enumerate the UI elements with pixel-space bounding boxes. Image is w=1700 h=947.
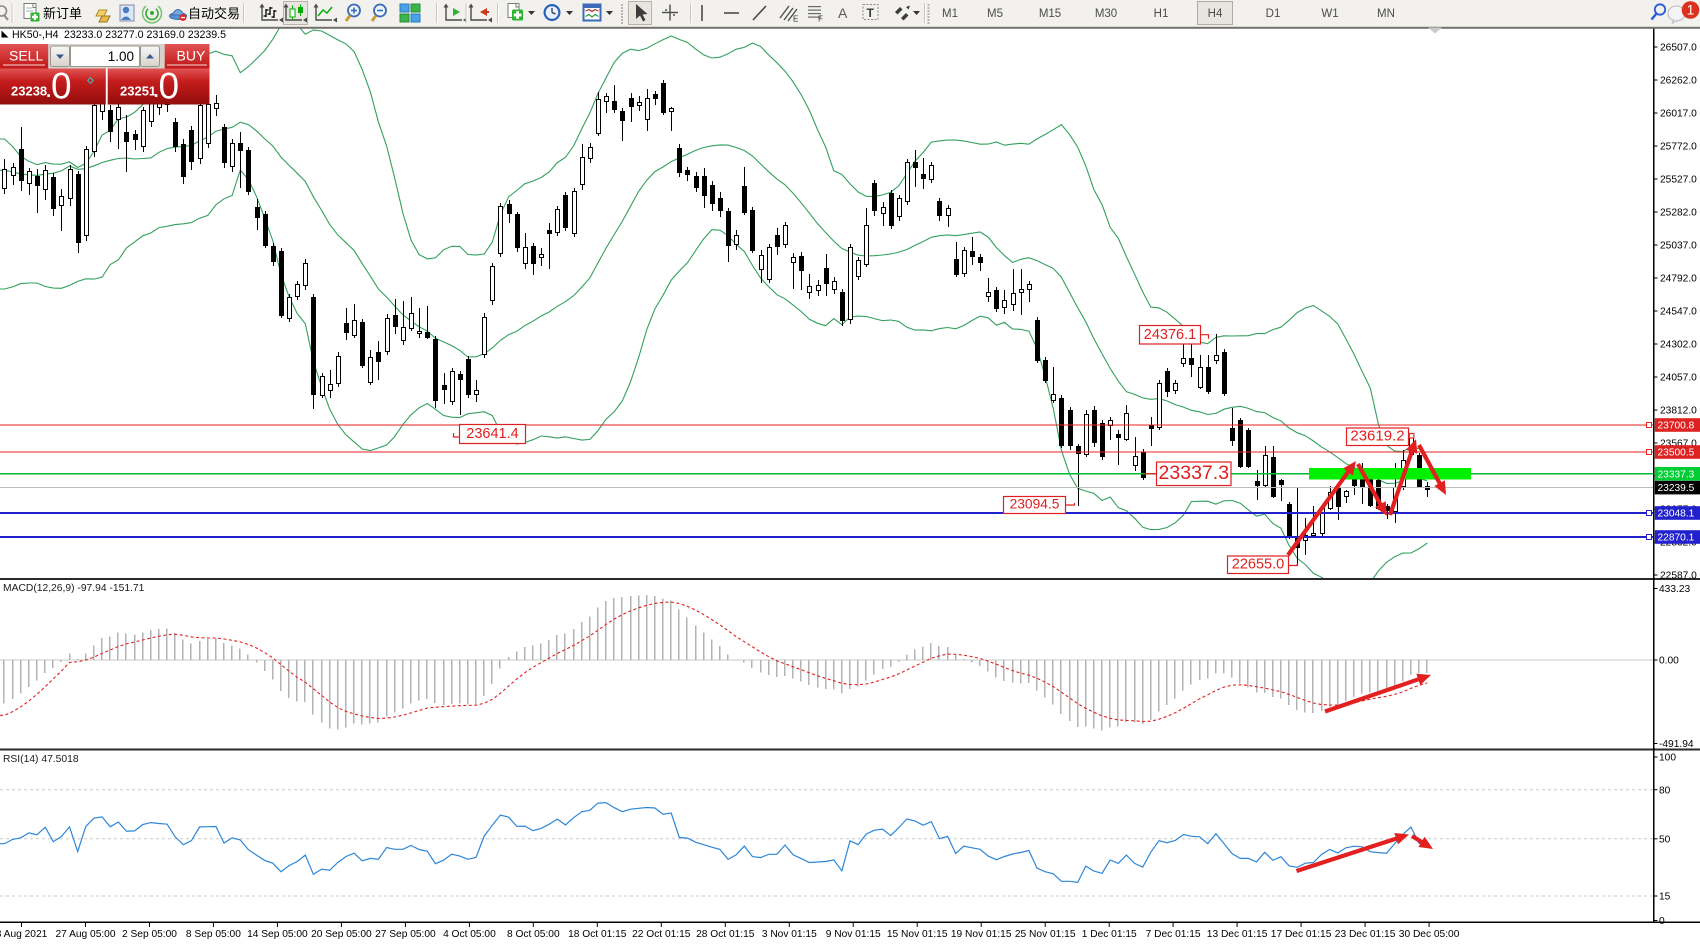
svg-text:26262.0: 26262.0: [1660, 76, 1697, 87]
svg-text:D1: D1: [1266, 8, 1281, 20]
svg-text:23233.0 23277.0 23169.0 23239.: 23233.0 23277.0 23169.0 23239.5: [64, 29, 226, 41]
svg-text:7 Dec 01:15: 7 Dec 01:15: [1146, 929, 1201, 940]
svg-text:SELL: SELL: [9, 48, 43, 64]
svg-text:23251: 23251: [120, 84, 156, 99]
svg-text:0: 0: [51, 66, 72, 107]
svg-text:9 Nov 01:15: 9 Nov 01:15: [826, 929, 881, 940]
svg-text:18 Oct 01:15: 18 Oct 01:15: [568, 929, 627, 940]
svg-text:22870.1: 22870.1: [1658, 533, 1695, 544]
svg-text:23239.5: 23239.5: [1658, 483, 1695, 494]
svg-text:24302.0: 24302.0: [1660, 340, 1697, 351]
svg-text:24376.1: 24376.1: [1144, 327, 1196, 343]
svg-text:30 Dec 05:00: 30 Dec 05:00: [1399, 929, 1460, 940]
svg-text:27 Sep 05:00: 27 Sep 05:00: [375, 929, 436, 940]
svg-text:0: 0: [159, 66, 180, 107]
svg-text:E: E: [793, 15, 798, 24]
svg-text:24792.0: 24792.0: [1660, 274, 1697, 285]
svg-text:24057.0: 24057.0: [1660, 373, 1697, 384]
svg-text:23567.0: 23567.0: [1660, 439, 1697, 450]
svg-text:25 Nov 01:15: 25 Nov 01:15: [1015, 929, 1076, 940]
svg-text:23337.3: 23337.3: [1159, 462, 1230, 484]
svg-text:17 Dec 01:15: 17 Dec 01:15: [1271, 929, 1332, 940]
svg-text:HK50-,H4: HK50-,H4: [12, 29, 59, 41]
svg-text:H4: H4: [1208, 8, 1223, 20]
svg-text:24547.0: 24547.0: [1660, 307, 1697, 318]
svg-text:BUY: BUY: [177, 48, 206, 64]
svg-text:433.23: 433.23: [1659, 584, 1690, 595]
svg-text:23619.2: 23619.2: [1350, 428, 1404, 445]
svg-text:F: F: [818, 15, 823, 24]
svg-text:25527.0: 25527.0: [1660, 175, 1697, 186]
svg-text:14 Sep 05:00: 14 Sep 05:00: [247, 929, 308, 940]
svg-text:13 Dec 01:15: 13 Dec 01:15: [1207, 929, 1268, 940]
svg-text:26017.0: 26017.0: [1660, 109, 1697, 120]
svg-text:22655.0: 22655.0: [1232, 557, 1284, 573]
svg-text:M30: M30: [1095, 8, 1117, 20]
svg-text:8 Sep 05:00: 8 Sep 05:00: [186, 929, 241, 940]
svg-text:2 Sep 05:00: 2 Sep 05:00: [122, 929, 177, 940]
svg-text:W1: W1: [1321, 8, 1338, 20]
svg-text:23238: 23238: [11, 84, 47, 99]
svg-text:新订单: 新订单: [43, 6, 82, 21]
svg-text:80: 80: [1659, 785, 1671, 796]
svg-text:1 Dec 01:15: 1 Dec 01:15: [1082, 929, 1137, 940]
svg-text:T: T: [867, 6, 875, 20]
svg-text:19 Nov 01:15: 19 Nov 01:15: [951, 929, 1012, 940]
svg-text:A: A: [838, 5, 848, 21]
svg-text:1.00: 1.00: [108, 49, 134, 64]
svg-text:28 Oct 01:15: 28 Oct 01:15: [696, 929, 755, 940]
svg-text:M5: M5: [987, 8, 1003, 20]
svg-text:25772.0: 25772.0: [1660, 142, 1697, 153]
svg-text:8 Oct 05:00: 8 Oct 05:00: [507, 929, 560, 940]
svg-text:M15: M15: [1039, 8, 1061, 20]
svg-text:3 Aug 2021: 3 Aug 2021: [0, 929, 48, 940]
svg-text:0: 0: [1659, 916, 1665, 927]
svg-text:50: 50: [1659, 834, 1671, 845]
svg-text:0.00: 0.00: [1659, 656, 1679, 667]
svg-text:23337.3: 23337.3: [1658, 469, 1695, 480]
svg-text:M1: M1: [942, 8, 958, 20]
svg-text:RSI(14) 47.5018: RSI(14) 47.5018: [3, 754, 79, 765]
svg-text:15: 15: [1659, 892, 1671, 903]
svg-text:23 Dec 01:15: 23 Dec 01:15: [1335, 929, 1396, 940]
svg-text:1: 1: [1687, 3, 1695, 18]
svg-text:23094.5: 23094.5: [1010, 497, 1060, 512]
svg-text:15 Nov 01:15: 15 Nov 01:15: [887, 929, 948, 940]
svg-text:.: .: [45, 73, 52, 103]
svg-text:H1: H1: [1154, 8, 1169, 20]
svg-text:25282.0: 25282.0: [1660, 208, 1697, 219]
svg-text:23500.5: 23500.5: [1658, 448, 1695, 459]
svg-text:自动交易: 自动交易: [188, 6, 240, 21]
svg-text:100: 100: [1659, 753, 1676, 764]
svg-text:27 Aug 05:00: 27 Aug 05:00: [55, 929, 115, 940]
svg-text:23641.4: 23641.4: [466, 426, 518, 442]
svg-text:26507.0: 26507.0: [1660, 43, 1697, 54]
svg-text:-491.94: -491.94: [1659, 739, 1694, 750]
svg-text:20 Sep 05:00: 20 Sep 05:00: [311, 929, 372, 940]
svg-text:MN: MN: [1377, 8, 1395, 20]
svg-text:3 Nov 01:15: 3 Nov 01:15: [762, 929, 817, 940]
svg-text:25037.0: 25037.0: [1660, 241, 1697, 252]
svg-text:23812.0: 23812.0: [1660, 406, 1697, 417]
svg-text:4 Oct 05:00: 4 Oct 05:00: [443, 929, 496, 940]
svg-text:.: .: [153, 73, 160, 103]
svg-text:23048.1: 23048.1: [1658, 509, 1695, 520]
svg-text:MACD(12,26,9) -97.94 -151.71: MACD(12,26,9) -97.94 -151.71: [3, 583, 145, 594]
svg-text:22 Oct 01:15: 22 Oct 01:15: [632, 929, 691, 940]
svg-text:23700.8: 23700.8: [1658, 421, 1695, 432]
svg-text:22587.0: 22587.0: [1660, 571, 1697, 582]
